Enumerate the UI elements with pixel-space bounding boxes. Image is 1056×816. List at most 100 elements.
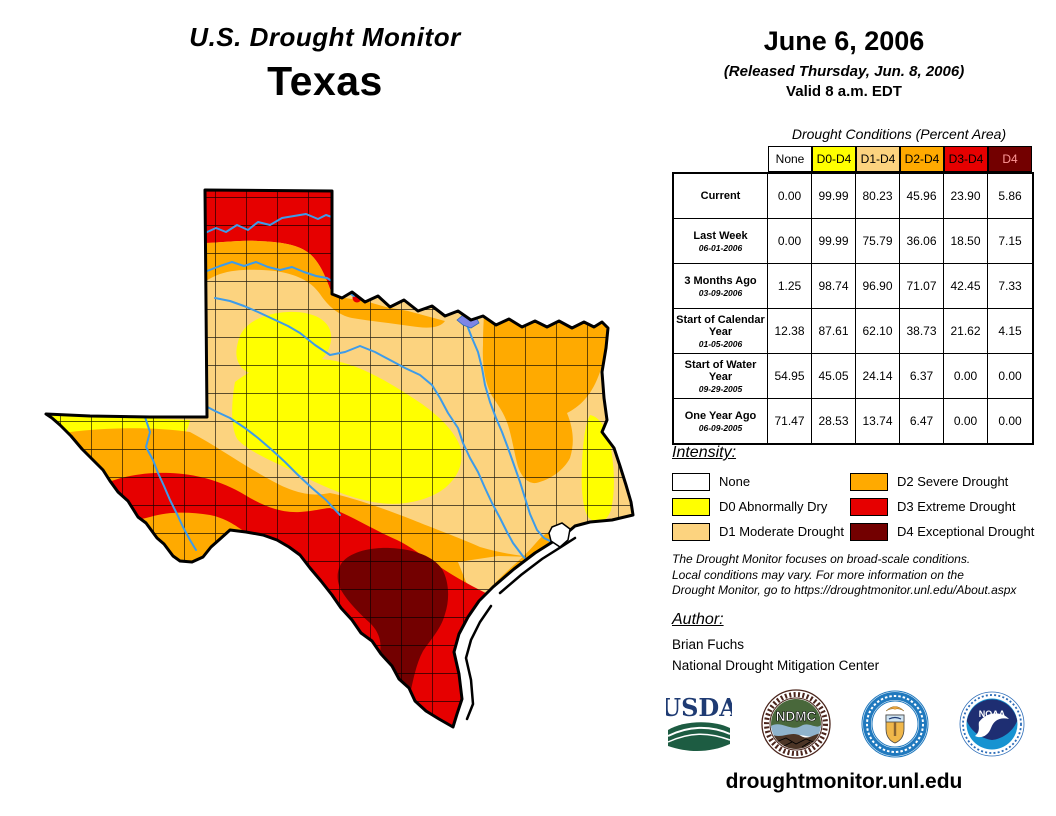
state-name-title: Texas	[267, 58, 383, 104]
usdm-title: U.S. Drought Monitor	[189, 22, 461, 52]
colorado-river	[179, 391, 341, 516]
column-header-d3-d4: D3-D4	[944, 146, 988, 172]
legend-label: None	[719, 474, 751, 489]
row-label: 3 Months Ago 03-09-2006	[674, 264, 768, 308]
drought-conditions-table: None D0-D4 D1-D4 D2-D4 D3-D4 D4 Current 0.00 99…	[672, 146, 1034, 445]
galveston-bay	[548, 522, 571, 548]
column-header-d0-d4: D0-D4	[812, 146, 856, 172]
row-label: Start of Calendar Year 01-05-2006	[674, 309, 768, 353]
usda-logo: USDA	[666, 694, 732, 752]
canadian-river	[204, 213, 333, 234]
table-cell: 0.00	[944, 399, 988, 443]
table-cell: 80.23	[856, 174, 900, 218]
row-label: Last Week 06-01-2006	[674, 219, 768, 263]
table-row: Start of Water Year 09-29-2005 54.95 45.05 2…	[674, 353, 1032, 398]
table-cell: 98.74	[812, 264, 856, 308]
table-cell: 62.10	[856, 309, 900, 353]
legend-swatch	[672, 472, 710, 491]
row-label: Current	[674, 174, 768, 218]
legend-swatch	[850, 522, 888, 541]
row-date: 01-05-2006	[698, 338, 743, 349]
table-cell: 6.47	[900, 399, 944, 443]
release-date: (Released Thursday, Jun. 8, 2006)	[723, 63, 965, 80]
table-cell: 7.33	[998, 279, 1022, 293]
svg-text:NDMC: NDMC	[776, 709, 817, 724]
legend-label: D2 Severe Drought	[897, 474, 1009, 489]
table-cell: 36.06	[900, 219, 944, 263]
ndmc-logo: NDMC	[761, 689, 831, 759]
valid-time: Valid 8 a.m. EDT	[786, 83, 902, 100]
table-cell: 54.95	[768, 354, 812, 398]
noaa-logo: NOAA	[959, 691, 1025, 757]
texas-drought-map	[30, 170, 660, 800]
row-label: One Year Ago 06-09-2005	[674, 399, 768, 443]
table-cell: 99.99	[812, 174, 856, 218]
table-cell: 18.50	[944, 219, 988, 263]
table-cell: 42.45	[944, 264, 988, 308]
row-date: 06-01-2006	[698, 242, 743, 253]
table-cell: 71.07	[900, 264, 944, 308]
legend-item: D4 Exceptional Drought	[850, 519, 1044, 544]
brazos-river	[214, 297, 539, 569]
legend-item: D3 Extreme Drought	[850, 494, 1044, 519]
date-block: June 6, 2006 (Released Thursday, Jun. 8,…	[660, 26, 1028, 100]
table-cell: 0.00	[768, 174, 812, 218]
barrier-islands	[464, 536, 577, 721]
table-cell: 45.05	[812, 354, 856, 398]
table-cell: 24.14	[856, 354, 900, 398]
author-organization: National Drought Mitigation Center	[672, 658, 880, 673]
row-date: 09-29-2005	[698, 383, 743, 394]
website-url[interactable]: droughtmonitor.unl.edu	[725, 770, 963, 793]
table-row: One Year Ago 06-09-2005 71.47 28.53 13.74 6.4…	[674, 398, 1032, 443]
table-cell: 12.38	[768, 309, 812, 353]
row-label: Start of Water Year 09-29-2005	[674, 354, 768, 398]
agency-logos: USDA NDMC NOAA	[666, 688, 1026, 760]
table-cell: 5.86	[998, 189, 1022, 203]
rivers	[144, 213, 553, 569]
row-date: 06-09-2005	[698, 422, 743, 433]
table-cell: 0.00	[998, 414, 1022, 428]
trinity-river	[466, 324, 553, 543]
table-cell: 21.62	[944, 309, 988, 353]
table-cell: 28.53	[812, 399, 856, 443]
legend-swatch	[672, 522, 710, 541]
table-cell: 87.61	[812, 309, 856, 353]
legend-swatch	[672, 497, 710, 516]
svg-text:USDA: USDA	[666, 694, 732, 722]
table-cell: 7.15	[998, 234, 1022, 248]
table-cell: 13.74	[856, 399, 900, 443]
commerce-seal-logo	[861, 690, 929, 758]
table-cell: 71.47	[768, 399, 812, 443]
table-cell: 6.37	[900, 354, 944, 398]
table-row: Last Week 06-01-2006 0.00 99.99 75.79 36.06 18…	[674, 218, 1032, 263]
table-header-row: None D0-D4 D1-D4 D2-D4 D3-D4 D4	[768, 146, 1034, 172]
table-cell: 96.90	[856, 264, 900, 308]
disclaimer-text: The Drought Monitor focuses on broad-sca…	[672, 552, 1017, 597]
pecos-river	[144, 416, 197, 551]
legend-items: None D0 Abnormally Dry D1 Moderate Drought…	[672, 469, 1044, 544]
table-cell: 38.73	[900, 309, 944, 353]
legend-item: D0 Abnormally Dry	[672, 494, 850, 519]
legend-label: D0 Abnormally Dry	[719, 499, 828, 514]
author-heading: Author:	[672, 611, 724, 628]
county-boundaries	[46, 190, 633, 727]
legend-swatch	[850, 472, 888, 491]
table-body: Current 0.00 99.99 80.23 45.96 23.90 5.86 Last …	[672, 172, 1034, 445]
map-title-block: U.S. Drought Monitor Texas	[25, 22, 625, 105]
column-header-d2-d4: D2-D4	[900, 146, 944, 172]
table-row: Current 0.00 99.99 80.23 45.96 23.90 5.86	[674, 174, 1032, 218]
table-row: Start of Calendar Year 01-05-2006 12.38 87.…	[674, 308, 1032, 353]
column-header-d1-d4: D1-D4	[856, 146, 900, 172]
legend: Intensity: None D0 Abnormally Dry D1 Moder…	[672, 444, 1044, 544]
legend-title: Intensity:	[672, 444, 737, 461]
map-date: June 6, 2006	[763, 26, 925, 56]
table-cell: 0.00	[944, 354, 988, 398]
table-cell: 0.00	[998, 369, 1022, 383]
table-cell: 99.99	[812, 219, 856, 263]
column-header-d4: D4	[988, 146, 1032, 172]
table-cell: 23.90	[944, 174, 988, 218]
author-block: Author: Brian Fuchs National Drought Mit…	[672, 611, 879, 673]
table-cell: 75.79	[856, 219, 900, 263]
table-cell: 0.00	[768, 219, 812, 263]
